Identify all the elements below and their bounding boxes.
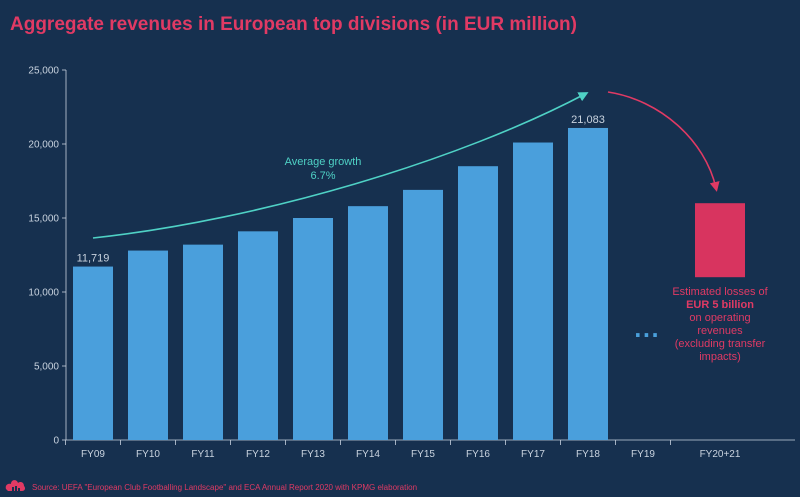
estimated-loss-bar [695,203,745,278]
x-tick-label: FY11 [191,449,215,460]
y-axis: 0 5,000 10,000 15,000 20,000 25,000 [28,66,67,447]
x-axis: FY09 FY10 FY11 FY12 FY13 FY14 FY15 FY16 FY17 FY18… [65,439,795,460]
growth-label-line2: 6.7% [310,170,335,182]
data-labels: 11,719 21,083 [77,114,605,265]
x-tick-label: FY14 [356,449,380,460]
y-tick-label: 0 [53,436,59,447]
y-tick-label: 10,000 [28,288,59,299]
x-tick-label: FY18 [576,449,600,460]
loss-arrow [607,91,720,192]
y-tick-label: 25,000 [28,66,59,77]
x-tick-label: FY13 [301,449,325,460]
data-label: 11,719 [77,253,110,265]
loss-text-intro: Estimated losses of [672,286,768,298]
bar-fy09 [73,266,113,440]
footer: Source: UEFA "European Club Footballing … [4,478,417,497]
x-tick-label: FY10 [136,449,160,460]
cloud-icon [4,478,26,497]
x-tick-label: FY16 [466,449,490,460]
y-tick-label: 5,000 [34,362,59,373]
y-tick-label: 15,000 [28,214,59,225]
bar-fy15 [403,189,443,440]
y-tick-label: 20,000 [28,140,59,151]
bar-fy14 [348,206,388,440]
data-label: 21,083 [571,114,605,126]
x-tick-label: FY17 [521,449,545,460]
source-note: Source: UEFA "European Club Footballing … [32,483,418,492]
ellipsis-marker: ... [634,318,660,342]
growth-arrow [92,92,589,239]
bar-fy11 [183,244,223,440]
bar-fy18 [568,127,608,440]
loss-text-line: revenues [697,325,743,337]
loss-text-line: (excluding transfer [674,338,766,350]
estimated-loss-annotation: Estimated losses of EUR 5 billion on ope… [650,286,790,364]
x-tick-label: FY12 [246,449,270,460]
bar-fy17 [513,142,553,440]
x-tick-label: FY09 [81,449,105,460]
loss-amount: EUR 5 billion [686,299,754,311]
bar-fy13 [293,218,333,440]
bar-fy10 [128,250,168,440]
bar-fy12 [238,231,278,440]
chart-title: Aggregate revenues in European top divis… [10,14,577,35]
growth-label-line1: Average growth [285,156,362,168]
loss-text-line: impacts) [699,351,741,363]
bars [73,127,608,440]
loss-text-line: on operating [689,312,751,324]
bar-fy16 [458,166,498,440]
x-tick-label: FY15 [411,449,435,460]
x-tick-label: FY20+21 [700,449,741,460]
x-tick-label: FY19 [631,449,655,460]
